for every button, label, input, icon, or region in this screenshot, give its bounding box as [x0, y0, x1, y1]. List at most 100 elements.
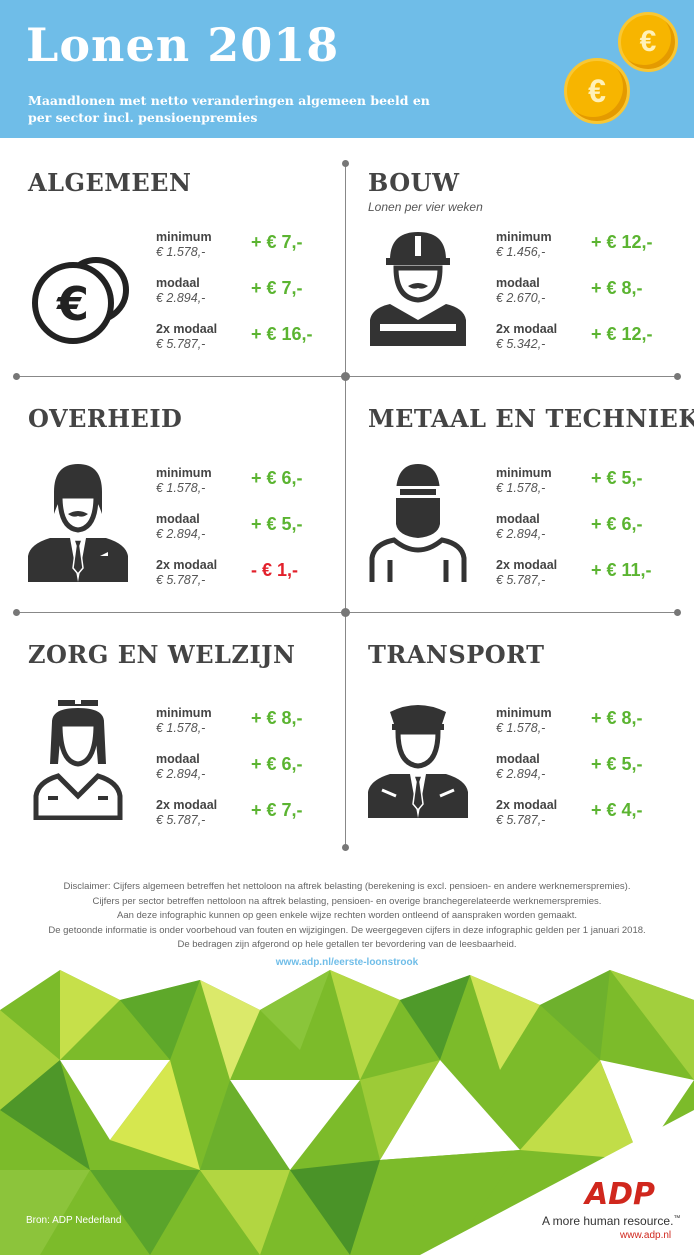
row-change: + € 8,-: [591, 278, 643, 298]
row-value: € 5.787,-: [156, 573, 206, 587]
wage-row-2x-modaal: 2x modaal € 5.787,- - € 1,-: [156, 558, 356, 604]
row-label: minimum: [496, 230, 552, 244]
wage-row-2x-modaal: 2x modaal € 5.787,- + € 11,-: [496, 558, 694, 604]
row-value: € 1.456,-: [496, 245, 546, 259]
row-value: € 1.578,-: [496, 481, 546, 495]
row-change: + € 7,-: [251, 232, 303, 252]
row-value: € 5.787,-: [156, 337, 206, 351]
row-change: + € 5,-: [251, 514, 303, 534]
driver-icon: [368, 705, 468, 818]
wage-row-minimum: minimum € 1.578,- + € 7,-: [156, 230, 356, 276]
grid-node: [341, 608, 350, 617]
row-label: minimum: [496, 706, 552, 720]
section-title: BOUW: [368, 168, 460, 197]
loonstrook-link[interactable]: www.adp.nl/eerste-loonstrook: [275, 957, 419, 968]
row-label: 2x modaal: [156, 558, 218, 572]
row-value: € 1.578,-: [156, 721, 206, 735]
adp-logo-text: ADP: [583, 1177, 655, 1209]
wage-row-2x-modaal: 2x modaal € 5.787,- + € 7,-: [156, 798, 356, 844]
wage-row-modaal: modaal € 2.894,- + € 6,-: [496, 512, 694, 558]
section-title: TRANSPORT: [368, 640, 545, 669]
row-change: + € 6,-: [251, 754, 303, 774]
row-value: € 5.787,-: [496, 573, 546, 587]
wage-row-minimum: minimum € 1.578,- + € 6,-: [156, 466, 356, 512]
section-algemeen: ALGEMEEN € minimum € 1.578,- + € 7,- mod…: [28, 168, 368, 398]
tagline: A more human resource.™: [542, 1214, 680, 1228]
page-subtitle: Maandlonen met netto veranderingen algem…: [28, 93, 430, 125]
adp-website-link[interactable]: www.adp.nl: [620, 1230, 672, 1241]
euro-coin-icon: €: [564, 58, 630, 124]
trademark-mark: ™: [673, 1215, 681, 1222]
section-metaal-en-techniek: METAAL EN TECHNIEK minimum € 1.578,- + €…: [368, 404, 694, 634]
row-value: € 5.342,-: [496, 337, 546, 351]
row-change: + € 12,-: [591, 324, 653, 344]
section-title: METAAL EN TECHNIEK: [368, 404, 694, 433]
row-value: € 5.787,-: [496, 813, 546, 827]
grid-node: [341, 372, 350, 381]
row-value: € 2.894,-: [156, 527, 206, 541]
row-label: 2x modaal: [496, 322, 558, 336]
row-value: € 2.670,-: [496, 291, 546, 305]
row-value: € 2.894,-: [156, 291, 206, 305]
source-label: Bron: ADP Nederland: [26, 1215, 122, 1226]
row-value: € 2.894,-: [156, 767, 206, 781]
row-label: modaal: [496, 512, 540, 526]
row-change: + € 16,-: [251, 324, 313, 344]
construction-worker-icon: [370, 232, 466, 346]
row-change: + € 7,-: [251, 278, 303, 298]
row-label: 2x modaal: [496, 558, 558, 572]
wage-row-modaal: modaal € 2.894,- + € 7,-: [156, 276, 356, 322]
section-bouw: BOUW Lonen per vier weken minimum € 1.45…: [368, 168, 694, 398]
wage-row-modaal: modaal € 2.670,- + € 8,-: [496, 276, 694, 322]
section-note: Lonen per vier weken: [368, 200, 483, 214]
row-label: modaal: [156, 276, 200, 290]
row-label: modaal: [156, 512, 200, 526]
row-label: 2x modaal: [156, 322, 218, 336]
row-label: minimum: [156, 466, 212, 480]
green-mosaic-background: [0, 970, 694, 1255]
wage-row-minimum: minimum € 1.578,- + € 8,-: [496, 706, 694, 752]
row-label: modaal: [496, 276, 540, 290]
section-overheid: OVERHEID minimum € 1.578,- + € 6,- modaa…: [28, 404, 368, 634]
grid-divider-vertical: [342, 160, 349, 851]
wage-row-minimum: minimum € 1.456,- + € 12,-: [496, 230, 694, 276]
section-title: OVERHEID: [28, 404, 183, 433]
header-banner: Lonen 2018 Maandlonen met netto verander…: [0, 0, 694, 138]
row-value: € 2.894,-: [496, 527, 546, 541]
section-title: ALGEMEEN: [28, 168, 192, 197]
disclaimer-line: Aan deze infographic kunnen op geen enke…: [116, 910, 577, 921]
wage-row-2x-modaal: 2x modaal € 5.787,- + € 4,-: [496, 798, 694, 844]
adp-logo: ADP: [583, 1177, 655, 1209]
section-zorg-en-welzijn: ZORG EN WELZIJN minimum € 1.578,- + € 8,…: [28, 640, 368, 870]
row-value: € 2.894,-: [496, 767, 546, 781]
row-change: + € 7,-: [251, 800, 303, 820]
row-label: minimum: [156, 706, 212, 720]
row-change: + € 12,-: [591, 232, 653, 252]
row-change: + € 5,-: [591, 754, 643, 774]
row-label: modaal: [496, 752, 540, 766]
wage-row-modaal: modaal € 2.894,- + € 6,-: [156, 752, 356, 798]
wage-row-minimum: minimum € 1.578,- + € 5,-: [496, 466, 694, 512]
row-label: modaal: [156, 752, 200, 766]
civil-servant-icon: [28, 464, 128, 582]
disclaimer: Disclaimer: Cijfers algemeen betreffen h…: [20, 880, 674, 953]
section-transport: TRANSPORT minimum € 1.578,- + € 8,- moda…: [368, 640, 694, 870]
row-value: € 1.578,-: [156, 245, 206, 259]
row-label: minimum: [156, 230, 212, 244]
tagline-text: A more human resource.: [542, 1214, 674, 1228]
disclaimer-line: Cijfers per sector betreffen nettoloon n…: [92, 895, 602, 907]
nurse-icon: [33, 700, 123, 820]
wage-row-modaal: modaal € 2.894,- + € 5,-: [156, 512, 356, 558]
wage-row-minimum: minimum € 1.578,- + € 8,-: [156, 706, 356, 752]
disclaimer-line: De bedragen zijn afgerond op hele getall…: [177, 939, 517, 950]
row-change: + € 6,-: [591, 514, 643, 534]
wage-row-2x-modaal: 2x modaal € 5.787,- + € 16,-: [156, 322, 356, 368]
row-value: € 1.578,-: [496, 721, 546, 735]
row-change: + € 4,-: [591, 800, 643, 820]
disclaimer-line: Disclaimer: Cijfers algemeen betreffen h…: [63, 881, 631, 892]
row-change: + € 8,-: [591, 708, 643, 728]
euro-coins-icon: €: [32, 257, 129, 344]
wage-row-2x-modaal: 2x modaal € 5.342,- + € 12,-: [496, 322, 694, 368]
row-label: minimum: [496, 466, 552, 480]
row-label: 2x modaal: [496, 798, 558, 812]
